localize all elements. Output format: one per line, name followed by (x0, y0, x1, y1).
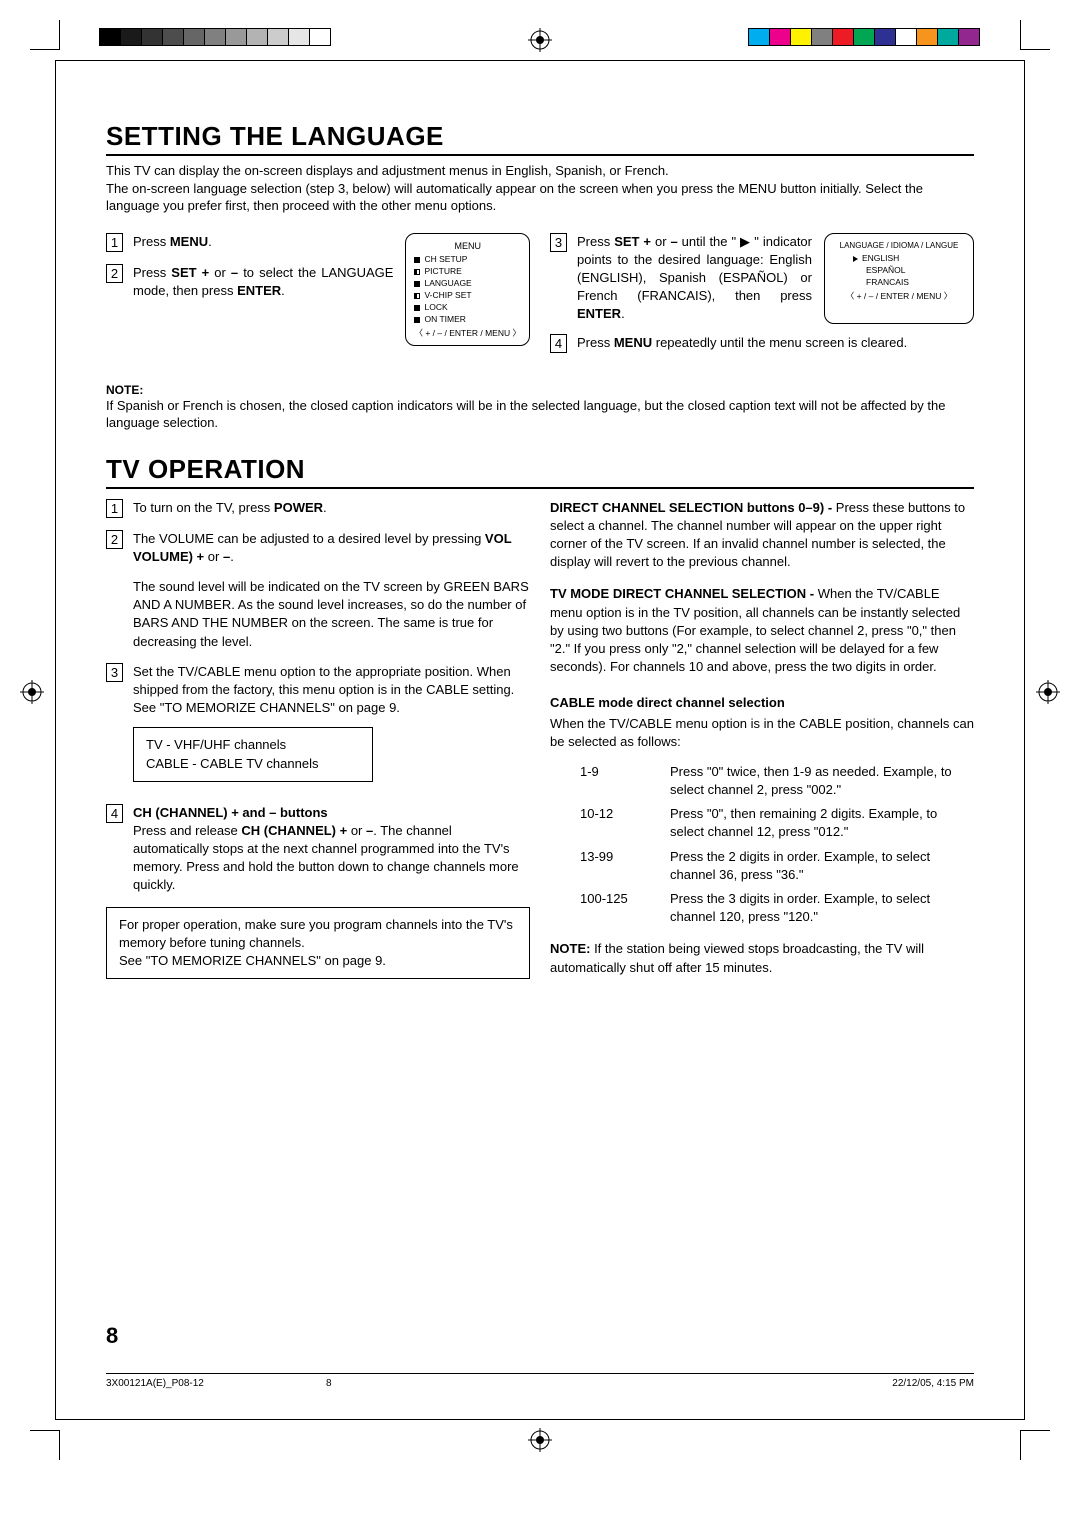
osd-menu-item: LOCK (414, 302, 521, 314)
page-number: 8 (106, 1323, 118, 1349)
osd-menu-item: LANGUAGE (414, 278, 521, 290)
desc: Press "0" twice, then 1-9 as needed. Exa… (670, 763, 974, 799)
crop-marks-bottom (0, 1420, 1080, 1480)
cable-channel-table: 1-9Press "0" twice, then 1-9 as needed. … (580, 763, 974, 927)
channel-type-box: TV - VHF/UHF channelsCABLE - CABLE TV ch… (133, 727, 373, 781)
osd-menu-item: CH SETUP (414, 254, 521, 266)
osd-language-box: LANGUAGE / IDIOMA / LANGUE ENGLISHESPAÑO… (824, 233, 974, 324)
desc: Press the 3 digits in order. Example, to… (670, 890, 974, 926)
step-text: CH (CHANNEL) + and – buttons Press and r… (133, 804, 530, 895)
step-number: 4 (106, 804, 123, 823)
step-number: 2 (106, 264, 123, 283)
color-bar (749, 28, 980, 46)
paragraph: When the TV/CABLE menu option is in the … (550, 715, 974, 751)
step-text: Set the TV/CABLE menu option to the appr… (133, 663, 530, 792)
osd-menu-item: ON TIMER (414, 314, 521, 326)
paragraph: TV MODE DIRECT CHANNEL SELECTION - When … (550, 585, 974, 676)
registration-mark-icon (528, 28, 552, 52)
step-text-extra: The sound level will be indicated on the… (133, 578, 530, 651)
cable-row: 13-99Press the 2 digits in order. Exampl… (580, 848, 974, 884)
osd-footer: 〈 + / – / ENTER / MENU 〉 (414, 328, 521, 340)
osd-footer: 〈 + / – / ENTER / MENU 〉 (833, 291, 965, 303)
crop-mark (1020, 20, 1050, 50)
osd-lang-item: FRANCAIS (853, 277, 965, 289)
range: 1-9 (580, 763, 670, 799)
section-title: TV OPERATION (106, 454, 974, 489)
crop-mark (30, 20, 60, 50)
cable-row: 100-125Press the 3 digits in order. Exam… (580, 890, 974, 926)
range: 100-125 (580, 890, 670, 926)
subheading: CABLE mode direct channel selection (550, 695, 785, 710)
range: 10-12 (580, 805, 670, 841)
step-number: 3 (550, 233, 567, 252)
section-title: SETTING THE LANGUAGE (106, 121, 974, 156)
step-text: Press MENU repeatedly until the menu scr… (577, 334, 907, 353)
osd-title: MENU (414, 240, 521, 253)
memorize-box: For proper operation, make sure you prog… (106, 907, 530, 980)
step-text: Press MENU. (133, 233, 212, 252)
footer-timestamp: 22/12/05, 4:15 PM (892, 1378, 974, 1389)
step-text: To turn on the TV, press POWER. (133, 499, 327, 518)
osd-lang-item: ESPAÑOL (853, 265, 965, 277)
page-frame: SETTING THE LANGUAGE This TV can display… (55, 60, 1025, 1420)
cable-row: 1-9Press "0" twice, then 1-9 as needed. … (580, 763, 974, 799)
footer-page: 8 (326, 1378, 526, 1389)
osd-menu-box: MENU CH SETUP PICTURE LANGUAGE V-CHIP SE… (405, 233, 530, 347)
crop-mark (1020, 1430, 1050, 1460)
footer-doc-id: 3X00121A(E)_P08-12 (106, 1378, 326, 1389)
intro-text: This TV can display the on-screen displa… (106, 162, 974, 215)
cable-row: 10-12Press "0", then remaining 2 digits.… (580, 805, 974, 841)
note-text: If Spanish or French is chosen, the clos… (106, 397, 974, 432)
step-number: 1 (106, 233, 123, 252)
grayscale-bar (100, 28, 331, 46)
desc: Press the 2 digits in order. Example, to… (670, 848, 974, 884)
range: 13-99 (580, 848, 670, 884)
registration-mark-icon (1036, 680, 1060, 704)
osd-menu-item: PICTURE (414, 266, 521, 278)
note-label: NOTE: (106, 383, 974, 397)
step-text: The VOLUME can be adjusted to a desired … (133, 530, 530, 651)
registration-mark-icon (528, 1428, 552, 1452)
paragraph: DIRECT CHANNEL SELECTION buttons 0–9) - … (550, 499, 974, 572)
osd-menu-item: V-CHIP SET (414, 290, 521, 302)
osd-title: LANGUAGE / IDIOMA / LANGUE (833, 240, 965, 251)
crop-marks-top (0, 0, 1080, 60)
step-text: Press SET + or – to select the LANGUAGE … (133, 264, 393, 300)
crop-mark (30, 1430, 60, 1460)
note-text: NOTE: If the station being viewed stops … (550, 940, 974, 976)
step-number: 3 (106, 663, 123, 682)
step-number: 4 (550, 334, 567, 353)
step-number: 2 (106, 530, 123, 549)
osd-lang-item: ENGLISH (853, 253, 965, 265)
desc: Press "0", then remaining 2 digits. Exam… (670, 805, 974, 841)
step-number: 1 (106, 499, 123, 518)
step-text: Press SET + or – until the " ▶ " indicat… (577, 233, 812, 324)
registration-mark-icon (20, 680, 44, 704)
footer-line: 3X00121A(E)_P08-12 8 22/12/05, 4:15 PM (106, 1373, 974, 1389)
